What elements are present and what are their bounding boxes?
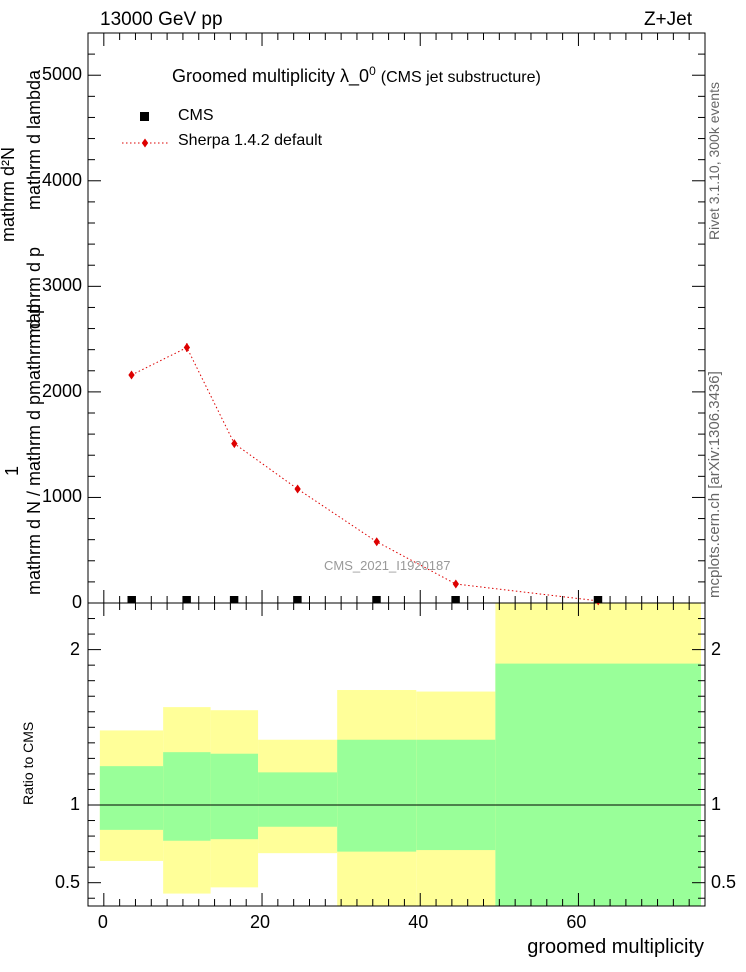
process-label: Z+Jet bbox=[643, 9, 692, 30]
ratio-y-tick-label-right: 1 bbox=[711, 794, 722, 814]
plot-title-sup: 0 bbox=[369, 64, 376, 78]
cms-point bbox=[372, 596, 381, 603]
legend-label-cms: CMS bbox=[178, 107, 214, 124]
y-label-num-part: mathrm d²N bbox=[0, 146, 18, 242]
sherpa-point bbox=[231, 439, 238, 449]
y-tick-label: 4000 bbox=[41, 169, 82, 190]
y-label-numerator: mathrm d²N bbox=[0, 147, 19, 242]
y-tick-label: 2000 bbox=[41, 380, 82, 401]
plot-title-main: Groomed multiplicity λ_0 bbox=[172, 66, 370, 86]
legend-cms-marker bbox=[140, 112, 149, 121]
analysis-watermark: CMS_2021_I1920187 bbox=[324, 558, 451, 573]
y-tick-label: 3000 bbox=[41, 275, 82, 296]
sherpa-point bbox=[373, 537, 380, 547]
green-band-4 bbox=[337, 739, 417, 852]
legend-label-sherpa: Sherpa 1.4.2 default bbox=[178, 132, 323, 149]
plot-title: Groomed multiplicity λ_00 (CMS jet subst… bbox=[172, 64, 541, 87]
green-band-2 bbox=[210, 753, 259, 840]
green-band-0 bbox=[99, 766, 164, 830]
sherpa-point bbox=[128, 370, 135, 380]
ratio-y-tick-label: 2 bbox=[69, 638, 80, 659]
cms-point bbox=[182, 596, 191, 603]
green-band-1 bbox=[163, 752, 211, 841]
green-band-5 bbox=[416, 739, 496, 851]
energy-label: 13000 GeV pp bbox=[100, 9, 223, 30]
ratio-y-tick-label-right: 2 bbox=[711, 638, 722, 659]
legend-markers bbox=[122, 112, 168, 148]
ratio-y-label: Ratio to CMS bbox=[20, 721, 36, 805]
ratio-plot-frame bbox=[87, 602, 706, 907]
y-tick-label: 5000 bbox=[41, 64, 82, 85]
cms-series bbox=[127, 596, 603, 603]
green-band-6 bbox=[495, 663, 702, 906]
rivet-label: Rivet 3.1.10, 300k events bbox=[706, 82, 722, 240]
plot-title-suffix: (CMS jet substructure) bbox=[380, 69, 541, 86]
y-tick-label: 1000 bbox=[41, 486, 82, 507]
cms-point bbox=[451, 596, 460, 603]
ratio-y-tick-label: 1 bbox=[69, 794, 80, 814]
y-tick-label: 0 bbox=[71, 592, 82, 612]
x-tick-label: 0 bbox=[97, 912, 108, 932]
ratio-bands bbox=[99, 603, 702, 906]
x-tick-label: 40 bbox=[408, 912, 429, 932]
cms-point bbox=[594, 596, 603, 603]
ratio-frame-box bbox=[87, 602, 706, 907]
cms-point bbox=[230, 596, 239, 603]
x-tick-label: 60 bbox=[566, 912, 587, 932]
sherpa-series bbox=[128, 343, 602, 606]
cms-point bbox=[293, 596, 302, 603]
x-axis-title: groomed multiplicity bbox=[527, 936, 704, 958]
mcplots-label: mcplots.cern.ch [arXiv:1306.3436] bbox=[706, 371, 723, 598]
ratio-y-tick-label: 0.5 bbox=[54, 871, 80, 892]
sherpa-point bbox=[294, 484, 301, 494]
legend-sherpa-marker bbox=[141, 138, 149, 148]
x-tick-label: 20 bbox=[250, 912, 271, 932]
green-band-3 bbox=[258, 772, 338, 827]
cms-point bbox=[127, 596, 136, 603]
ratio-y-tick-label-right: 0.5 bbox=[711, 871, 737, 892]
y-label-one: 1 bbox=[2, 465, 22, 476]
sherpa-point bbox=[452, 579, 459, 589]
sherpa-point bbox=[183, 343, 191, 353]
